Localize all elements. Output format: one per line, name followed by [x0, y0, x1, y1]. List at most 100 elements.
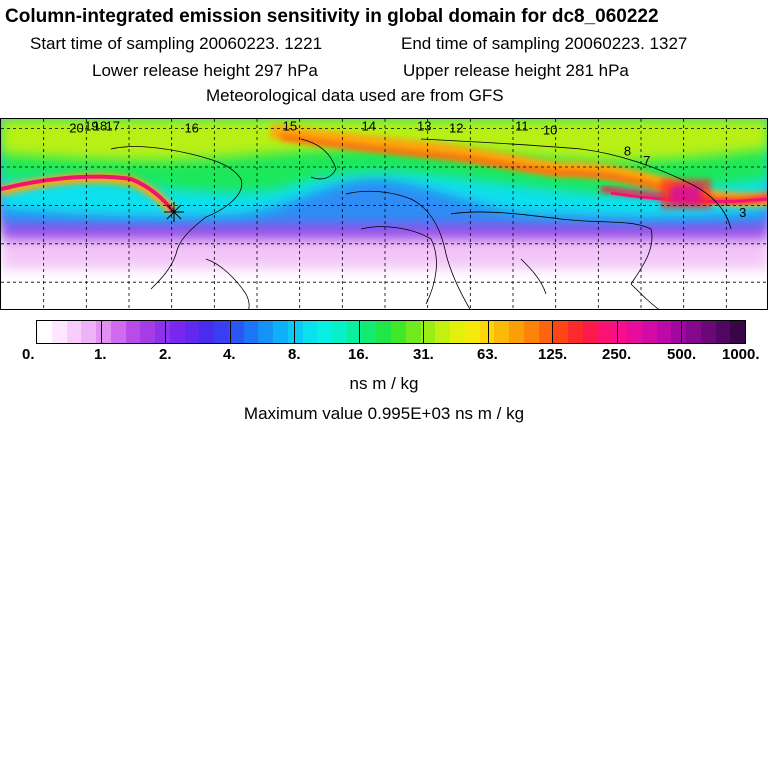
colorbar [36, 320, 746, 344]
trajectory-day-label: 15 [283, 119, 297, 134]
colorbar-cell [715, 321, 731, 343]
colorbar-cell [612, 321, 627, 343]
start-time-label: Start time of sampling 20060223. 1221 [30, 34, 323, 53]
lower-release-label: Lower release height 297 hPa [92, 61, 318, 80]
sensitivity-map: 20 19 18 17 16 15 14 13 12 11 10 8 7 3 [0, 118, 768, 310]
colorbar-cell [435, 321, 450, 343]
colorbar-tick [294, 320, 295, 344]
colorbar-cell [376, 321, 391, 343]
colorbar-cell [317, 321, 332, 343]
colorbar-tick-label: 63. [477, 346, 498, 363]
colorbar-cell [273, 321, 288, 343]
upper-release-label: Upper release height 281 hPa [403, 61, 629, 80]
colorbar-cell [538, 321, 554, 343]
colorbar-tick-label: 0. [22, 346, 35, 363]
colorbar-cell [125, 321, 141, 343]
colorbar-cell [730, 321, 745, 343]
map-title: Column-integrated emission sensitivity i… [5, 6, 659, 27]
colorbar-tick [552, 320, 553, 344]
colorbar-cell [627, 321, 642, 343]
trajectory-day-label: 11 [515, 119, 529, 134]
gridlines [1, 119, 767, 309]
colorbar-tick-label: 500. [667, 346, 697, 363]
trajectory-day-label: 3 [739, 205, 746, 220]
colorbar-cell [686, 321, 701, 343]
colorbar-cell [155, 321, 170, 343]
coastlines [110, 138, 732, 309]
colorbar-cell [450, 321, 465, 343]
colorbar-cell [302, 321, 318, 343]
colorbar-cell [582, 321, 598, 343]
colorbar-tick-label: 2. [159, 346, 172, 363]
colorbar-tick [423, 320, 424, 344]
colorbar-cell [700, 321, 716, 343]
trajectory-day-label: 14 [362, 119, 376, 134]
colorbar-cell [287, 321, 303, 343]
colorbar-tick-label: 1000. [722, 346, 760, 363]
trajectory-day-label: 8 [624, 143, 631, 158]
colorbar-tick-label: 250. [602, 346, 632, 363]
colorbar-cell [51, 321, 67, 343]
colorbar-cell [346, 321, 362, 343]
colorbar-cell [37, 321, 52, 343]
colorbar-cell [169, 321, 185, 343]
colorbar-cell [66, 321, 82, 343]
trajectory-day-label: 13 [417, 119, 431, 134]
colorbar-cell [391, 321, 406, 343]
colorbar-tick [359, 320, 360, 344]
trajectory-day-label: 12 [449, 120, 463, 135]
sensitivity-field [1, 119, 767, 309]
colorbar-cell [420, 321, 436, 343]
colorbar-tick [165, 320, 166, 344]
colorbar-cell [479, 321, 495, 343]
colorbar-cell [641, 321, 657, 343]
colorbar-tick-label: 31. [413, 346, 434, 363]
trajectory-day-label: 20 [69, 120, 83, 135]
colorbar-cell [110, 321, 126, 343]
trajectory-day-label: 7 [643, 153, 650, 168]
colorbar-tick [230, 320, 231, 344]
colorbar-cell [332, 321, 347, 343]
colorbar-tick-label: 8. [288, 346, 301, 363]
colorbar-tick-label: 16. [348, 346, 369, 363]
trajectory-day-label: 18 [93, 119, 107, 134]
trajectory-day-label: 19 [84, 119, 98, 134]
colorbar-cell [568, 321, 583, 343]
colorbar-cell [96, 321, 111, 343]
colorbar-tick-label: 1. [94, 346, 107, 363]
trajectory-day-label: 10 [543, 122, 557, 137]
colorbar-cell [81, 321, 96, 343]
colorbar-tick [617, 320, 618, 344]
met-data-label: Meteorological data used are from GFS [206, 86, 504, 105]
colorbar-cell [523, 321, 539, 343]
colorbar-tick [681, 320, 682, 344]
colorbar-cell [361, 321, 377, 343]
colorbar-tick [488, 320, 489, 344]
colorbar-cell [184, 321, 200, 343]
max-value-label: Maximum value 0.995E+03 ns m / kg [243, 404, 525, 423]
trajectory-day-label: 16 [184, 120, 198, 135]
colorbar-cell [597, 321, 613, 343]
colorbar-cell [140, 321, 155, 343]
colorbar-cell [228, 321, 244, 343]
colorbar-tick-label: 4. [223, 346, 236, 363]
colorbar-cell [509, 321, 524, 343]
colorbar-cell [464, 321, 480, 343]
colorbar-cell [405, 321, 421, 343]
colorbar-cell [199, 321, 214, 343]
colorbar-cell [258, 321, 273, 343]
colorbar-tick [101, 320, 102, 344]
units-label: ns m / kg [349, 374, 419, 393]
colorbar-tick-label: 125. [538, 346, 568, 363]
end-time-label: End time of sampling 20060223. 1327 [401, 34, 688, 53]
star-icon [164, 202, 184, 222]
colorbar-cell [553, 321, 568, 343]
colorbar-cell [214, 321, 229, 343]
colorbar-cell [656, 321, 672, 343]
trajectory-day-label: 17 [106, 119, 120, 134]
colorbar-cell [243, 321, 259, 343]
colorbar-cell [494, 321, 509, 343]
colorbar-cell [671, 321, 686, 343]
